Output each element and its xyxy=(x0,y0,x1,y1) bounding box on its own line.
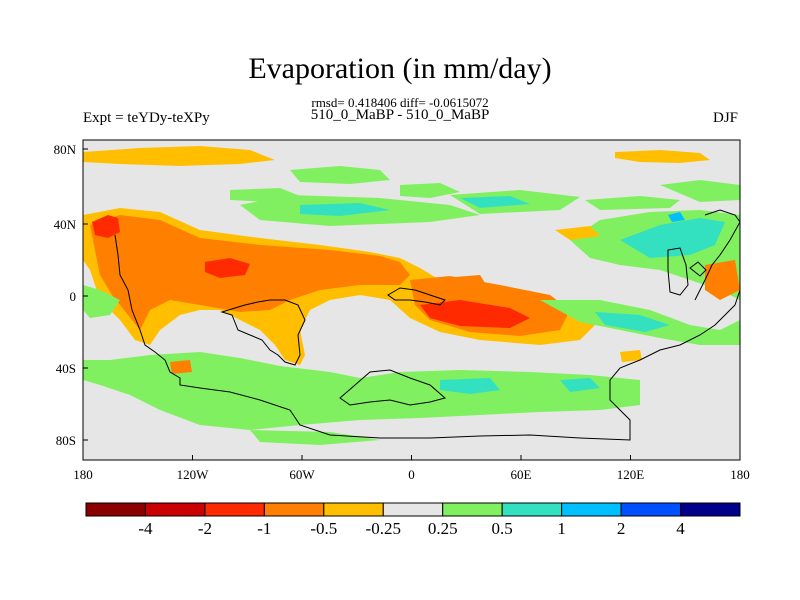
colorbar-label: 2 xyxy=(617,519,626,538)
map-field xyxy=(83,140,740,460)
positive-anomaly-region xyxy=(92,215,120,238)
positive-anomaly-region xyxy=(90,215,410,330)
colorbar-swatch xyxy=(561,502,622,517)
colorbar-label: 4 xyxy=(676,519,685,538)
negative-anomaly-region xyxy=(585,196,680,210)
colorbar-swatch xyxy=(620,502,682,517)
coastline xyxy=(689,261,707,277)
lon-tick-label: 0 xyxy=(408,467,415,482)
negative-anomaly-region xyxy=(560,378,600,392)
coastline xyxy=(339,369,447,406)
lat-tick-label: 0 xyxy=(70,289,77,304)
positive-anomaly-region xyxy=(705,260,740,300)
negative-anomaly-region xyxy=(440,378,500,394)
lon-tick-label: 120E xyxy=(617,467,645,482)
lon-tick-label: 60E xyxy=(511,467,532,482)
positive-anomaly-region xyxy=(555,226,600,240)
coastline xyxy=(694,209,740,301)
colorbar-label: 1 xyxy=(557,519,566,538)
lon-tick-label: 120W xyxy=(177,467,210,482)
negative-anomaly-region xyxy=(660,180,740,202)
colorbar-swatch xyxy=(263,502,325,517)
positive-anomaly-region xyxy=(170,360,192,374)
negative-anomaly-region xyxy=(595,312,670,332)
colorbar-swatch xyxy=(501,502,563,517)
negative-anomaly-region xyxy=(668,212,685,222)
stats-text: rmsd= 0.418406 diff= -0.0615072 xyxy=(311,95,489,110)
lon-tick-label: 180 xyxy=(73,467,93,482)
colorbar-label: 0.5 xyxy=(492,519,513,538)
colorbar-label: -2 xyxy=(198,519,212,538)
tick-marks xyxy=(82,148,741,460)
colorbar-swatch xyxy=(204,502,265,517)
positive-anomaly-region xyxy=(205,258,250,278)
positive-anomaly-region xyxy=(620,350,642,362)
coastline xyxy=(220,299,306,366)
colorbar-label: -1 xyxy=(257,519,271,538)
negative-anomaly-region xyxy=(290,166,390,184)
colorbar-swatch xyxy=(85,502,146,517)
lat-tick-label: 80N xyxy=(54,142,77,157)
colorbar-label: -4 xyxy=(138,519,153,538)
colorbar-swatch xyxy=(323,502,384,517)
colorbar-label: -0.5 xyxy=(310,519,337,538)
negative-anomaly-region xyxy=(83,352,640,430)
negative-anomaly-region xyxy=(300,203,390,216)
colorbar-labels: -4 -2 -1 -0.5 -0.25 0.25 0.5 1 2 4 xyxy=(138,519,685,538)
colorbar-label: 0.25 xyxy=(428,519,458,538)
season-label: DJF xyxy=(712,110,738,126)
negative-anomaly-region xyxy=(460,196,530,208)
lat-tick-label: 80S xyxy=(56,433,76,448)
center-label: 510_0_MaBP - 510_0_MaBP xyxy=(310,107,490,123)
colorbar-swatch xyxy=(680,502,741,517)
coastline xyxy=(387,287,446,306)
chart-title: Evaporation (in mm/day) xyxy=(248,52,552,85)
lon-tick-label: 60W xyxy=(289,467,315,482)
lon-tick-label: 180 xyxy=(730,467,750,482)
colorbar xyxy=(85,502,741,517)
coastline-group xyxy=(114,209,740,441)
negative-anomaly-region xyxy=(400,183,460,198)
lat-tick-label: 40S xyxy=(56,361,76,376)
colorbar-swatch xyxy=(144,502,206,517)
negative-anomaly-region xyxy=(83,285,120,318)
colorbar-swatch xyxy=(442,502,503,517)
colorbar-swatch xyxy=(382,502,444,517)
positive-anomaly-region xyxy=(615,150,710,163)
experiment-label: Expt = teYDy-teXPy xyxy=(83,110,210,126)
negative-anomaly-region xyxy=(620,218,725,258)
positive-anomaly-region xyxy=(83,146,275,166)
colorbar-label: -0.25 xyxy=(366,519,401,538)
lat-tick-label: 40N xyxy=(54,217,77,232)
positive-anomaly-region xyxy=(420,300,530,328)
coastline xyxy=(667,247,689,296)
coastline xyxy=(114,234,740,441)
positive-anomaly-region xyxy=(455,275,485,286)
negative-anomaly-region xyxy=(250,430,380,445)
